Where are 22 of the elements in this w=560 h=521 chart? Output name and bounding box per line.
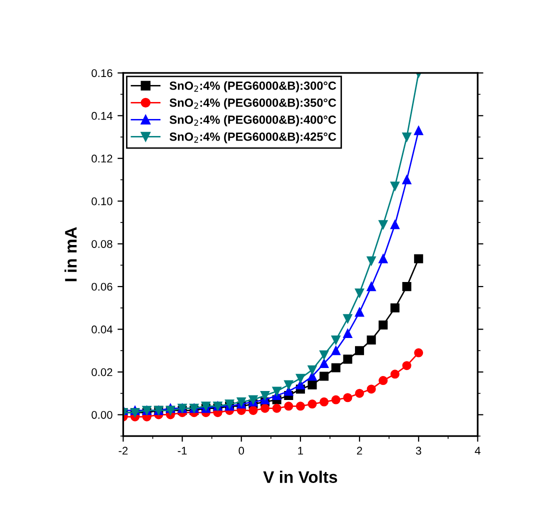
y-tick-label: 0.10 [92, 197, 112, 206]
legend-label: SnO$_{2}$:4% (PEG6000&B):300°C [170, 81, 336, 92]
y-axis-title: I in mA [64, 227, 77, 282]
x-tick-label: 4 [474, 446, 480, 455]
x-tick-label: 3 [416, 446, 422, 455]
y-tick-label: 0.06 [92, 282, 112, 291]
x-axis-title: V in Volts [263, 470, 338, 483]
y-tick-label: 0.02 [92, 368, 112, 376]
legend-label: SnO$_{2}$:4% (PEG6000&B):425°C [170, 132, 336, 144]
x-tick-label: -2 [118, 446, 128, 455]
x-tick-label: -1 [178, 446, 187, 455]
legend-label: SnO$_{2}$:4% (PEG6000&B):350°C [170, 98, 336, 110]
y-tick-label: 0.00 [92, 410, 112, 419]
legend-label: SnO$_{2}$:4% (PEG6000&B):400°C [170, 115, 336, 126]
x-tick-label: 2 [356, 446, 362, 455]
y-tick-label: 0.08 [92, 240, 112, 248]
x-tick-label: 1 [298, 446, 303, 455]
y-tick-label: 0.12 [92, 154, 112, 163]
y-tick-label: 0.16 [92, 69, 112, 78]
y-tick-label: 0.04 [92, 326, 112, 334]
y-tick-label: 0.14 [92, 112, 112, 120]
x-tick-label: 0 [238, 446, 244, 455]
